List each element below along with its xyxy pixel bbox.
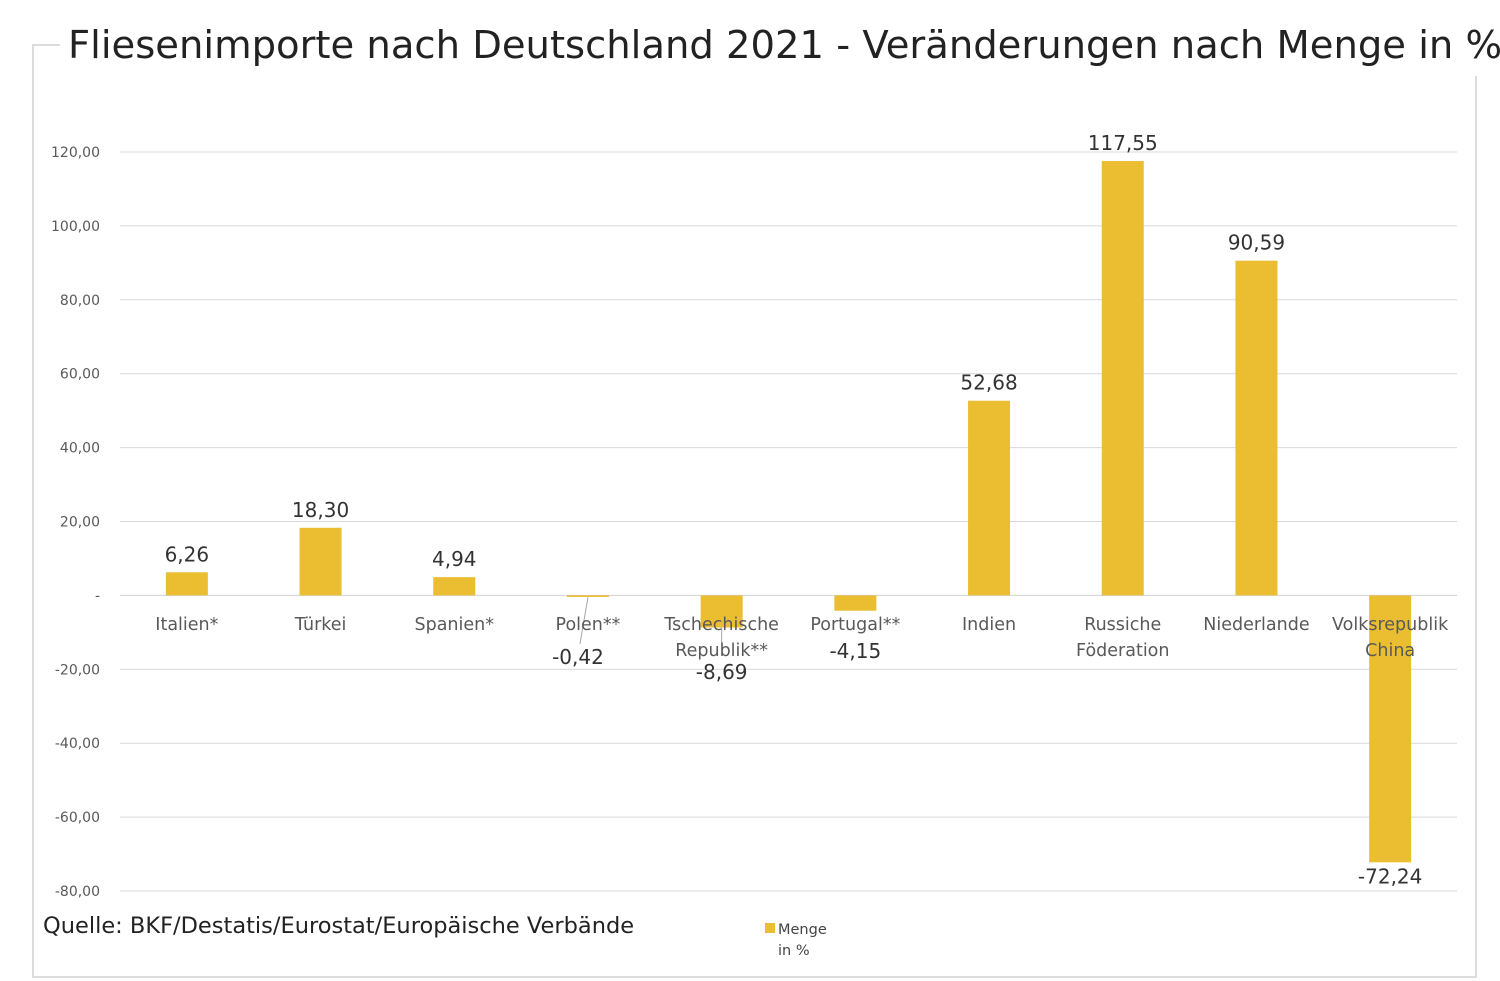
bar [1369, 595, 1412, 863]
data-label: 52,68 [960, 371, 1017, 395]
y-tick-label: -20,00 [55, 662, 100, 678]
legend-label: Menge in % [778, 920, 834, 962]
y-tick-label: 20,00 [60, 515, 100, 531]
bar [1101, 161, 1144, 596]
y-tick-label: -80,00 [55, 884, 100, 900]
category-label: Volksrepublik China [1332, 615, 1449, 661]
data-label: 4,94 [432, 547, 477, 571]
data-label: -4,15 [829, 639, 881, 663]
legend-label-line-1: Menge [778, 922, 827, 938]
y-tick-label: - [95, 588, 100, 604]
category-label: Polen** [556, 615, 621, 635]
bar [968, 400, 1011, 596]
legend: Menge in % [765, 920, 834, 962]
data-label: 18,30 [292, 498, 349, 522]
data-label: 90,59 [1228, 231, 1285, 255]
category-label: Portugal** [810, 615, 900, 635]
category-label: Niederlande [1203, 615, 1309, 635]
source-note: Quelle: BKF/Destatis/Eurostat/Europäisch… [43, 913, 635, 939]
data-labels: 6,26 18,30 4,94 -0,42 -8,69 -4,15 52,68 117,55 9… [165, 131, 1423, 888]
y-tick-label: 120,00 [51, 145, 100, 161]
bar [700, 595, 743, 628]
category-label: Tschechische Republik** [663, 615, 779, 661]
bar [299, 527, 342, 596]
data-label: 6,26 [165, 542, 210, 566]
y-tick-label: -40,00 [55, 736, 100, 752]
legend-label-line-2: in % [778, 943, 810, 959]
bar [834, 595, 877, 611]
category-label: Italien* [155, 615, 218, 635]
bars [165, 161, 1412, 863]
category-label: Indien [962, 615, 1016, 635]
category-labels: Italien* Türkei Spanien* Polen** Tschechisch… [155, 615, 1449, 661]
bar [1235, 260, 1278, 596]
y-tick-label: 80,00 [60, 293, 100, 309]
y-tick-label: 100,00 [51, 219, 100, 235]
chart-title: Fliesenimporte nach Deutschland 2021 - V… [60, 16, 1500, 76]
data-label: -0,42 [552, 645, 604, 669]
data-label: -8,69 [696, 660, 748, 684]
category-label: Russiche Föderation [1076, 615, 1169, 661]
bar [433, 577, 476, 596]
y-tick-label: -60,00 [55, 810, 100, 826]
bar [165, 572, 208, 596]
legend-swatch [765, 923, 775, 933]
gridlines [120, 151, 1457, 892]
data-label: 117,55 [1088, 131, 1158, 155]
category-label: Spanien* [414, 615, 494, 635]
data-label: -72,24 [1358, 864, 1422, 888]
y-tick-label: 40,00 [60, 441, 100, 457]
leader-line [579, 597, 589, 645]
bar [566, 595, 609, 597]
leader-lines [579, 597, 723, 646]
y-tick-label: 60,00 [60, 367, 100, 383]
y-axis-tick-labels: -80,00-60,00-40,00-20,00-20,0040,0060,00… [51, 145, 100, 900]
category-label: Türkei [294, 615, 347, 635]
